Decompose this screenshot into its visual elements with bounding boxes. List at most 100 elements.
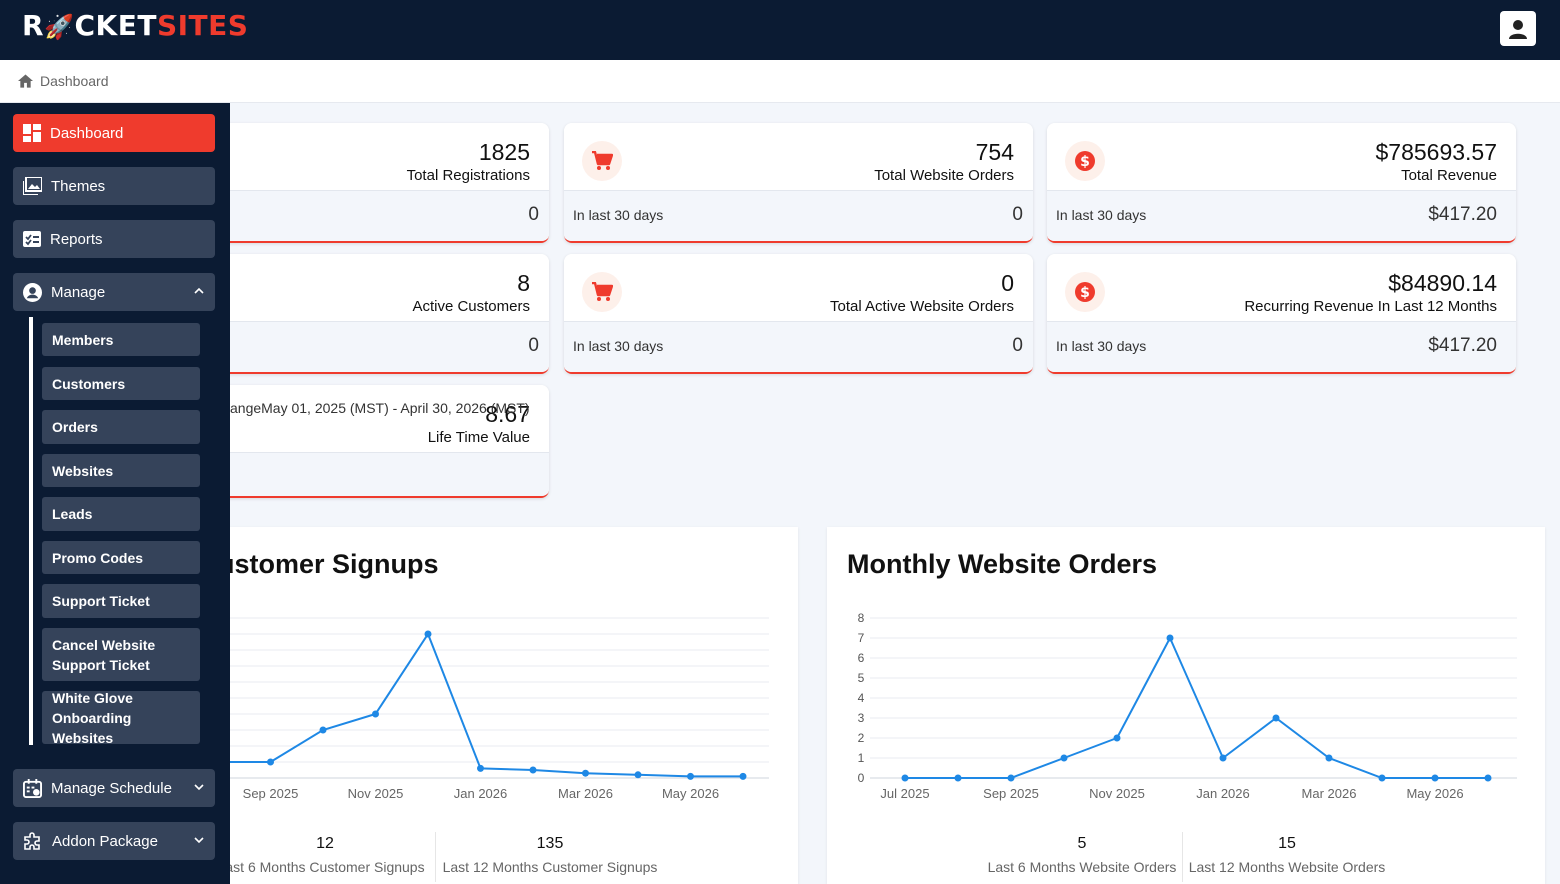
active-customers-30d-value: 0	[528, 335, 539, 356]
customer-signups-title: ustomer Signups	[218, 549, 439, 579]
series-line	[905, 635, 1488, 779]
active-customers-value: 8	[517, 270, 530, 296]
orders-30d-value: 0	[1012, 204, 1023, 225]
sidebar: Dashboard Themes Reports Manage Members …	[0, 103, 230, 884]
submenu-item-orders[interactable]: Orders	[42, 410, 200, 444]
user-icon	[1509, 19, 1527, 39]
data-point	[477, 764, 484, 772]
total-website-orders-card: 754 Total Website Orders In last 30 days…	[564, 123, 1033, 243]
submenu-item-members[interactable]: Members	[42, 323, 200, 356]
signups-6-months-value: 12	[316, 835, 334, 852]
series-line	[218, 631, 743, 778]
total-registrations-card: 1825 Total Registrations 0	[170, 123, 549, 243]
sidebar-item-label: Themes	[51, 177, 106, 195]
x-tick-label: Sep 2025	[243, 786, 299, 801]
y-tick-label: 0	[858, 771, 865, 785]
rocketsites-logo[interactable]: R🚀CKETSITES	[22, 9, 249, 42]
data-point	[1325, 754, 1333, 762]
recurring-30d-value: $417.20	[1428, 335, 1497, 356]
sidebar-item-addon-package[interactable]: Addon Package	[13, 822, 215, 860]
total-registrations-label: Total Registrations	[406, 167, 530, 184]
x-tick-label: Mar 2026	[558, 786, 613, 801]
total-registrations-value: 1825	[478, 139, 530, 165]
calendar-icon	[23, 778, 42, 798]
data-point	[1060, 754, 1068, 762]
data-point	[1272, 714, 1280, 722]
revenue-30d-label: In last 30 days	[1056, 207, 1147, 223]
user-circle-icon	[23, 282, 42, 302]
submenu-item-cancel-website-support-ticket[interactable]: Cancel Website Support Ticket	[42, 628, 200, 681]
total-revenue-card: $ $785693.57 Total Revenue In last 30 da…	[1047, 123, 1516, 243]
registrations-30d-value: 0	[528, 204, 539, 225]
data-point	[424, 630, 432, 638]
signups-12-months-value: 135	[536, 835, 564, 852]
x-tick-label: Jul 2025	[880, 786, 929, 801]
chevron-up-icon	[194, 287, 204, 294]
submenu-item-websites[interactable]: Websites	[42, 454, 200, 487]
total-active-orders-card: 0 Total Active Website Orders In last 30…	[564, 254, 1033, 374]
total-website-orders-value: 754	[975, 139, 1014, 165]
signups-6-months-stat: 12 ast 6 Months Customer Signups	[220, 835, 430, 875]
orders-6-months-value: 5	[1077, 835, 1087, 852]
y-tick-label: 7	[858, 631, 865, 645]
recurring-revenue-card: $ $84890.14 Recurring Revenue In Last 12…	[1047, 254, 1516, 374]
submenu-item-customers[interactable]: Customers	[42, 367, 200, 400]
top-bar: R🚀CKETSITES	[0, 0, 1560, 60]
x-tick-label: May 2026	[662, 786, 719, 801]
data-point	[319, 726, 327, 734]
data-point	[1007, 774, 1015, 782]
submenu-item-leads[interactable]: Leads	[42, 497, 200, 531]
image-icon	[23, 177, 42, 195]
sidebar-item-reports[interactable]: Reports	[13, 220, 215, 258]
cart-icon	[582, 141, 622, 181]
data-point	[687, 772, 694, 780]
y-tick-label: 3	[858, 711, 865, 725]
active-customers-label: Active Customers	[412, 298, 530, 315]
total-active-orders-value: 0	[1001, 270, 1014, 296]
breadcrumb-label: Dashboard	[40, 73, 109, 89]
svg-text:$: $	[1080, 154, 1090, 170]
breadcrumb-bar: Dashboard	[0, 60, 1560, 103]
submenu-line	[29, 317, 33, 745]
sidebar-item-themes[interactable]: Themes	[13, 167, 215, 205]
orders-6-months-stat: 5 Last 6 Months Website Orders	[982, 835, 1182, 875]
report-icon	[23, 231, 41, 247]
total-revenue-value: $785693.57	[1375, 139, 1497, 165]
total-active-orders-label: Total Active Website Orders	[830, 298, 1014, 315]
breadcrumb[interactable]: Dashboard	[18, 73, 109, 89]
recurring-30d-label: In last 30 days	[1056, 338, 1147, 354]
orders-12-months-label: Last 12 Months Website Orders	[1188, 859, 1386, 875]
sidebar-item-manage[interactable]: Manage	[13, 273, 215, 311]
signups-12-months-label: Last 12 Months Customer Signups	[442, 859, 658, 875]
data-point	[1166, 634, 1174, 642]
submenu-item-promo-codes[interactable]: Promo Codes	[42, 541, 200, 574]
sidebar-item-label: Dashboard	[50, 124, 124, 142]
monthly-website-orders-panel: Monthly Website Orders 0 1 2 3 4 5 6 7 8 Jul 2025…	[827, 527, 1545, 884]
dashboard-icon	[23, 124, 41, 142]
submenu-item-white-glove-onboarding[interactable]: White Glove Onboarding Websites	[42, 690, 200, 746]
user-avatar-button[interactable]	[1500, 11, 1536, 46]
y-tick-label: 8	[858, 611, 865, 625]
total-revenue-label: Total Revenue	[1401, 167, 1497, 184]
dollar-icon: $	[1065, 272, 1105, 312]
data-point	[1219, 754, 1227, 762]
y-tick-label: 6	[858, 651, 865, 665]
y-tick-label: 1	[858, 751, 865, 765]
data-point	[634, 771, 642, 779]
recurring-revenue-label: Recurring Revenue In Last 12 Months	[1244, 298, 1497, 315]
data-point	[372, 710, 379, 718]
sidebar-item-manage-schedule[interactable]: Manage Schedule	[13, 769, 215, 807]
chevron-down-icon	[194, 784, 204, 791]
sidebar-item-dashboard[interactable]: Dashboard	[13, 114, 215, 152]
data-point	[1484, 774, 1492, 782]
chevron-down-icon	[194, 837, 204, 844]
submenu-item-support-ticket[interactable]: Support Ticket	[42, 584, 200, 618]
home-icon	[18, 74, 33, 88]
sidebar-item-label: Addon Package	[52, 832, 158, 850]
date-range-label: angeMay 01, 2025 (MST) - April 30, 2026 …	[230, 400, 530, 416]
puzzle-icon	[24, 832, 40, 850]
orders-12-months-stat: 15 Last 12 Months Website Orders	[1187, 835, 1387, 875]
monthly-orders-chart: 0 1 2 3 4 5 6 7 8 Jul 2025 Sep 2025 Nov 2025 Jan 202…	[858, 611, 1517, 801]
x-tick-label: Nov 2025	[1089, 786, 1145, 801]
monthly-orders-title: Monthly Website Orders	[847, 549, 1158, 579]
